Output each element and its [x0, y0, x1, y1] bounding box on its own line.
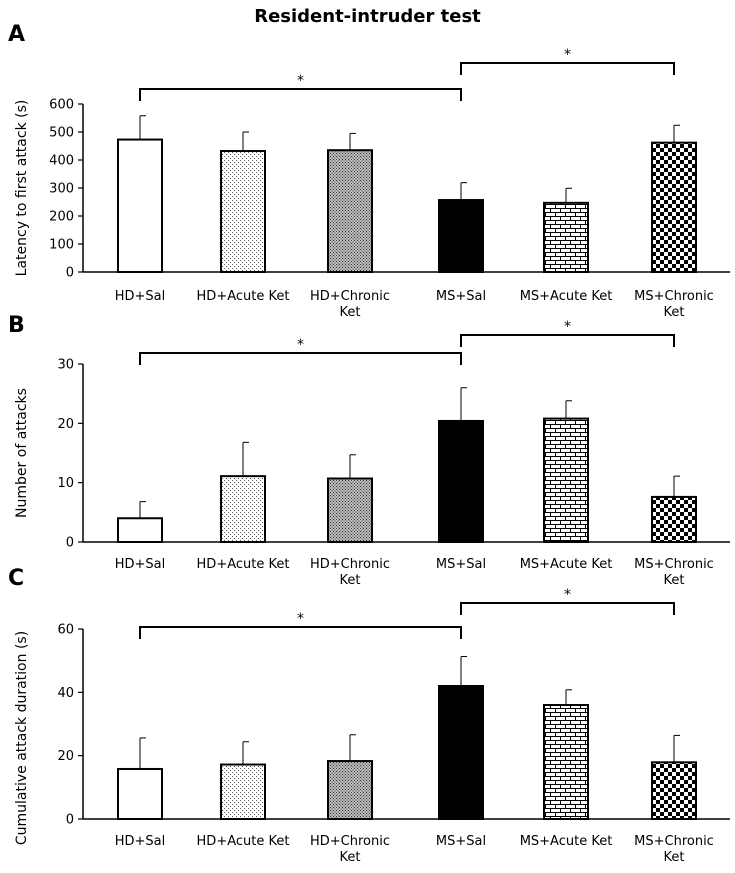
- panel-b-y-tick-label: 10: [57, 476, 74, 491]
- panel-a-y-tick-label: 300: [49, 182, 74, 197]
- panel-b-significance-star: *: [297, 337, 304, 353]
- panel-a-significance-star: *: [564, 47, 571, 63]
- panel-a-category-label: MS+Acute Ket: [520, 289, 613, 304]
- panel-c-category-label: Ket: [340, 850, 361, 865]
- panel-a-y-tick-label: 500: [49, 126, 74, 141]
- panel-a-category-label: MS+Chronic: [634, 289, 714, 304]
- panel-b-category-label: HD+Chronic: [310, 557, 390, 572]
- panel-a-significance-bracket: [139, 88, 462, 101]
- panel-a-bar: [543, 201, 589, 273]
- panel-a-category-label: Ket: [340, 305, 361, 320]
- panel-c-category-label: HD+Sal: [115, 834, 166, 849]
- panel-b-bar: [117, 517, 163, 543]
- panel-b-y-tick-label: 30: [57, 358, 74, 373]
- panel-c-y-tick-label: 60: [57, 623, 74, 638]
- panel-label-b: B: [8, 313, 25, 338]
- panel-c-significance-bracket: [139, 626, 462, 639]
- panel-c-y-tick-label: 40: [57, 686, 74, 701]
- panel-b-bar: [651, 495, 697, 544]
- panel-b-category-label: MS+Sal: [436, 557, 486, 572]
- panel-c-significance-bracket: [460, 602, 675, 615]
- panel-a-significance-star: *: [297, 73, 304, 89]
- panel-a-category-label: Ket: [664, 305, 685, 320]
- panel-b-category-label: MS+Chronic: [634, 557, 714, 572]
- panel-c-category-label: MS+Chronic: [634, 834, 714, 849]
- panel-b-bar: [220, 475, 266, 544]
- panel-a-y-tick-label: 200: [49, 210, 74, 225]
- panel-a-bar: [327, 149, 373, 273]
- panel-b-y-tick-label: 0: [66, 536, 74, 551]
- panel-b-category-label: HD+Acute Ket: [197, 557, 290, 572]
- panel-a-y-tick-label: 600: [49, 98, 74, 113]
- panel-b-significance-bracket: [139, 352, 462, 365]
- panel-a-significance-bracket: [460, 62, 675, 75]
- panel-c-bar: [117, 767, 163, 821]
- panel-a-group: 0 100 200 300 400 500 600 HD+Sal HD+Acute Ket HD+…: [49, 47, 730, 320]
- panel-c-bar: [438, 685, 484, 820]
- panel-c-bar: [327, 760, 373, 820]
- panel-c-bar: [651, 761, 697, 820]
- panel-c-category-label: Ket: [664, 850, 685, 865]
- panel-b-category-label: Ket: [340, 573, 361, 588]
- panel-b-category-label: MS+Acute Ket: [520, 557, 613, 572]
- panel-a-y-tick-label: 0: [66, 266, 74, 281]
- panel-c-category-label: MS+Acute Ket: [520, 834, 613, 849]
- panel-b-y-tick-label: 20: [57, 417, 74, 432]
- panel-b-significance-bracket: [460, 334, 675, 347]
- panel-a-category-label: MS+Sal: [436, 289, 486, 304]
- panel-b-category-label: HD+Sal: [115, 557, 166, 572]
- panel-b-bar: [327, 477, 373, 544]
- panel-a-category-label: HD+Acute Ket: [197, 289, 290, 304]
- panel-c-category-label: MS+Sal: [436, 834, 486, 849]
- figure-title: Resident-intruder test: [254, 6, 481, 27]
- panel-label-a: A: [8, 22, 26, 47]
- panel-c-significance-star: *: [564, 587, 571, 603]
- panel-c-significance-star: *: [297, 611, 304, 627]
- panel-a-category-label: HD+Sal: [115, 289, 166, 304]
- panel-b-significance-star: *: [564, 319, 571, 335]
- panel-c-bar: [220, 763, 266, 820]
- panel-b-bar: [438, 419, 484, 543]
- panel-label-c: C: [8, 566, 25, 591]
- panel-a-bar: [438, 199, 484, 273]
- panel-a-y-tick-label: 400: [49, 154, 74, 169]
- panel-c-y-tick-label: 0: [66, 813, 74, 828]
- panel-b-category-label: Ket: [664, 573, 685, 588]
- panel-b-bar: [543, 417, 589, 543]
- panel-a-y-tick-label: 100: [49, 238, 74, 253]
- panel-a-bar: [220, 150, 266, 273]
- panel-c-category-label: HD+Chronic: [310, 834, 390, 849]
- panel-c-category-label: HD+Acute Ket: [197, 834, 290, 849]
- panel-a-bar: [117, 138, 163, 273]
- panel-c-bar: [543, 704, 589, 820]
- panel-a-bar: [651, 141, 697, 273]
- panel-c-y-tick-label: 20: [57, 749, 74, 764]
- panel-a-category-label: HD+Chronic: [310, 289, 390, 304]
